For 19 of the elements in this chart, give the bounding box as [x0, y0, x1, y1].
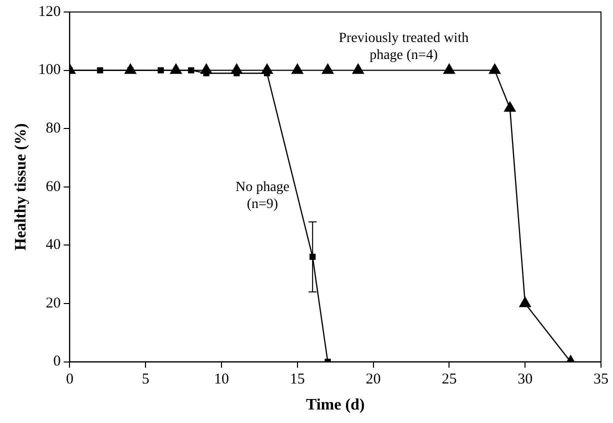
x-tick-label: 10 [214, 372, 229, 388]
x-tick-label: 15 [290, 372, 305, 388]
y-tick-label: 80 [46, 120, 61, 137]
y-tick-label: 100 [38, 62, 61, 78]
x-tick-label: 0 [66, 372, 74, 388]
y-tick-label: 0 [53, 354, 61, 370]
y-tick-label: 60 [46, 178, 61, 195]
x-tick-label: 35 [594, 372, 608, 388]
y-axis-title: Healthy tissue (%) [12, 123, 30, 250]
x-tick-label: 30 [518, 372, 533, 388]
series-label: No phage (n=9) [235, 180, 290, 212]
x-tick-label: 25 [442, 372, 457, 388]
series-label: Previously treated with phage (n=4) [338, 31, 469, 64]
x-axis-title: Time (d) [306, 396, 365, 414]
y-tick-label: 40 [46, 237, 61, 254]
x-tick-label: 20 [366, 372, 381, 388]
x-tick-label: 5 [142, 372, 150, 388]
y-tick-label: 120 [38, 4, 61, 20]
y-tick-label: 20 [46, 295, 61, 312]
